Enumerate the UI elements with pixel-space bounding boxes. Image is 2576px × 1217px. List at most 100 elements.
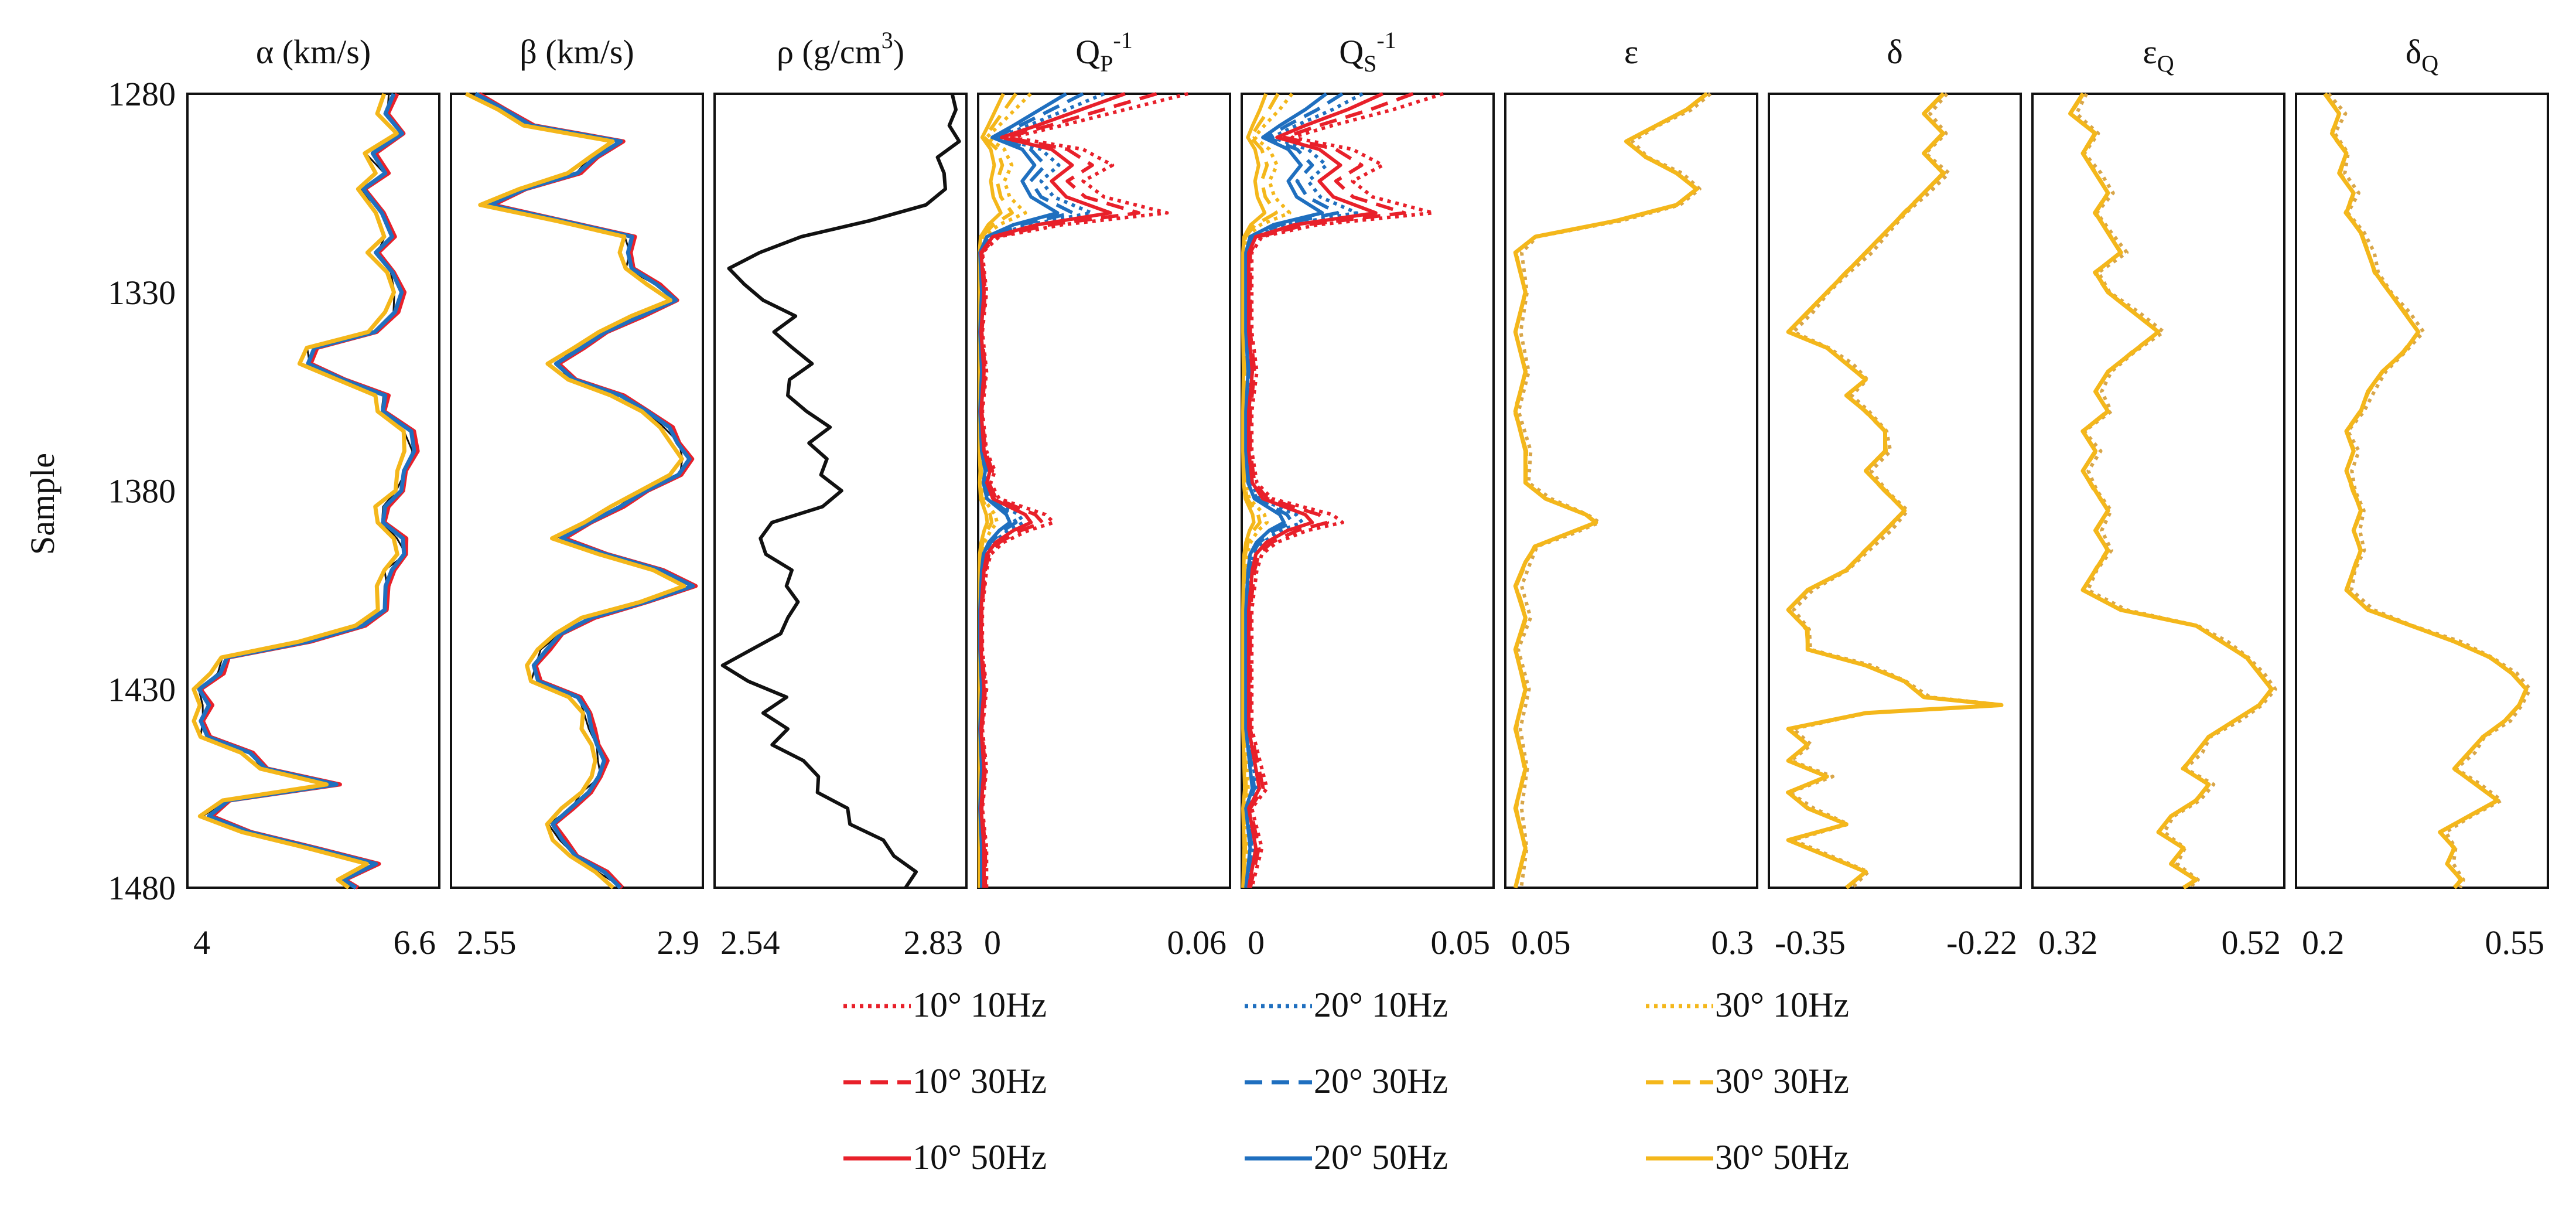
x-tick-label: 0.3 — [1711, 923, 1754, 962]
panel-title: QP-1 — [1075, 27, 1132, 77]
panel-eps: ε 0.05 0.3 — [1504, 33, 1758, 962]
legend-item: 10° 10Hz — [843, 986, 1047, 1024]
series-line — [980, 92, 1189, 888]
y-tick-label: 1330 — [108, 274, 176, 312]
series-line — [2075, 93, 2277, 889]
x-tick-label: 2.9 — [657, 923, 700, 962]
panel-title: δ — [1887, 33, 1902, 71]
panel-qs: QS-1 0 0.05 — [1241, 27, 1495, 962]
panel-epsq: εQ 0.32 0.52 — [2031, 33, 2285, 962]
panel-title-main: δ — [1887, 33, 1902, 71]
panel-frame — [2031, 93, 2285, 889]
panel-beta: β (km/s) 2.55 2.9 — [450, 33, 704, 962]
panel-deltaq: δQ 0.2 0.55 — [2295, 33, 2549, 962]
panel-title-main: ρ (g/cm — [777, 33, 882, 71]
panel-title: δQ — [2406, 33, 2438, 77]
panel-title-sub: Q — [2157, 50, 2174, 77]
x-tick-label: 0.06 — [1167, 923, 1227, 962]
x-tick-label: 0 — [984, 923, 1001, 962]
legend-item: 20° 10Hz — [1245, 986, 1448, 1024]
y-tick-label: 1280 — [108, 75, 176, 113]
panel-title-sub: Q — [2421, 50, 2438, 77]
series-line — [1512, 92, 1709, 888]
panel-frame — [1768, 93, 2022, 889]
legend-item: 10° 50Hz — [843, 1138, 1047, 1177]
x-tick-label: 2.55 — [457, 923, 517, 962]
y-axis-label: Sample — [23, 453, 62, 555]
legend: 10° 10Hz 10° 30Hz 10° 50Hz 20° 10Hz 20° 30Hz… — [843, 986, 1849, 1177]
legend-label: 20° 10Hz — [1314, 986, 1448, 1024]
y-tick-label: 1380 — [108, 472, 176, 510]
panel-title-sup: 3 — [882, 27, 893, 53]
series-line — [978, 92, 1032, 888]
legend-label: 30° 30Hz — [1715, 1062, 1849, 1100]
x-tick-label: 2.83 — [904, 923, 964, 962]
panel-title-sub: P — [1100, 50, 1113, 77]
x-tick-label: 4 — [193, 923, 210, 962]
panel-title-main: β (km/s) — [520, 33, 634, 71]
series-line — [1786, 92, 2004, 889]
panel-title: α (km/s) — [256, 33, 371, 71]
panel-rho: ρ (g/cm3) 2.54 2.83 — [713, 27, 968, 962]
panel-title-tail: ) — [893, 33, 904, 71]
panel-qp: QP-1 0 0.06 — [977, 27, 1231, 962]
x-tick-label: 0.05 — [1511, 923, 1571, 962]
series-line — [2323, 92, 2529, 889]
series-line — [1248, 92, 1414, 888]
panel-frame — [2295, 93, 2549, 889]
panel-title-sub: S — [1364, 50, 1376, 77]
panel-frame — [1504, 93, 1758, 889]
y-tick-label: 1430 — [108, 670, 176, 708]
series-line — [2327, 93, 2532, 889]
series-line — [2069, 93, 2273, 889]
series-line — [470, 93, 695, 889]
x-tick-label: 0.32 — [2038, 923, 2098, 962]
series-line — [199, 93, 420, 889]
series-line — [720, 93, 961, 889]
x-tick-label: 0 — [1248, 923, 1265, 962]
series-line — [2068, 93, 2274, 889]
legend-item: 30° 30Hz — [1646, 1062, 1849, 1100]
panel-title: ρ (g/cm3) — [777, 27, 904, 71]
panel-title-main: ε — [2143, 33, 2157, 71]
panel-delta: δ -0.35 -0.22 — [1768, 33, 2022, 962]
legend-item: 20° 30Hz — [1245, 1062, 1448, 1100]
panel-title: εQ — [2143, 33, 2174, 77]
panel-title: β (km/s) — [520, 33, 634, 71]
series-line — [1513, 92, 1709, 888]
x-tick-label: 6.6 — [394, 923, 436, 962]
legend-label: 10° 50Hz — [913, 1138, 1047, 1177]
legend-item: 30° 10Hz — [1646, 986, 1849, 1024]
panel-frame — [713, 93, 968, 889]
series-line — [192, 93, 406, 889]
y-tick-label: 1480 — [108, 869, 176, 907]
legend-item: 20° 50Hz — [1245, 1138, 1448, 1177]
x-tick-label: 0.05 — [1431, 923, 1491, 962]
legend-label: 10° 30Hz — [913, 1062, 1047, 1100]
series-line — [1250, 92, 1444, 888]
panel-title: ε — [1624, 33, 1638, 71]
panel-title-main: ε — [1624, 33, 1638, 71]
legend-label: 30° 50Hz — [1715, 1138, 1849, 1177]
panel-frame — [186, 93, 440, 889]
panel-frame — [450, 93, 704, 889]
legend-item: 10° 30Hz — [843, 1062, 1047, 1100]
panel-title: QS-1 — [1339, 27, 1396, 77]
x-tick-label: 2.54 — [720, 923, 780, 962]
series-line — [978, 93, 1017, 888]
panel-frame — [1241, 93, 1495, 889]
series-line — [464, 91, 686, 889]
panel-title-sup: -1 — [1376, 27, 1396, 53]
series-line — [1245, 92, 1344, 888]
legend-label: 20° 50Hz — [1314, 1138, 1448, 1177]
series-line — [1786, 92, 2004, 889]
panels-group: 1280 1330 1380 1430 1480 α (km/s) 4 6.6 β (km/s)… — [108, 27, 2549, 962]
x-tick-label: 0.2 — [2302, 923, 2345, 962]
legend-label: 10° 10Hz — [913, 986, 1047, 1024]
x-tick-label: 0.52 — [2222, 923, 2281, 962]
series-line — [1516, 92, 1712, 888]
panel-title-main: α (km/s) — [256, 33, 371, 71]
x-tick-label: -0.22 — [1946, 923, 2017, 962]
